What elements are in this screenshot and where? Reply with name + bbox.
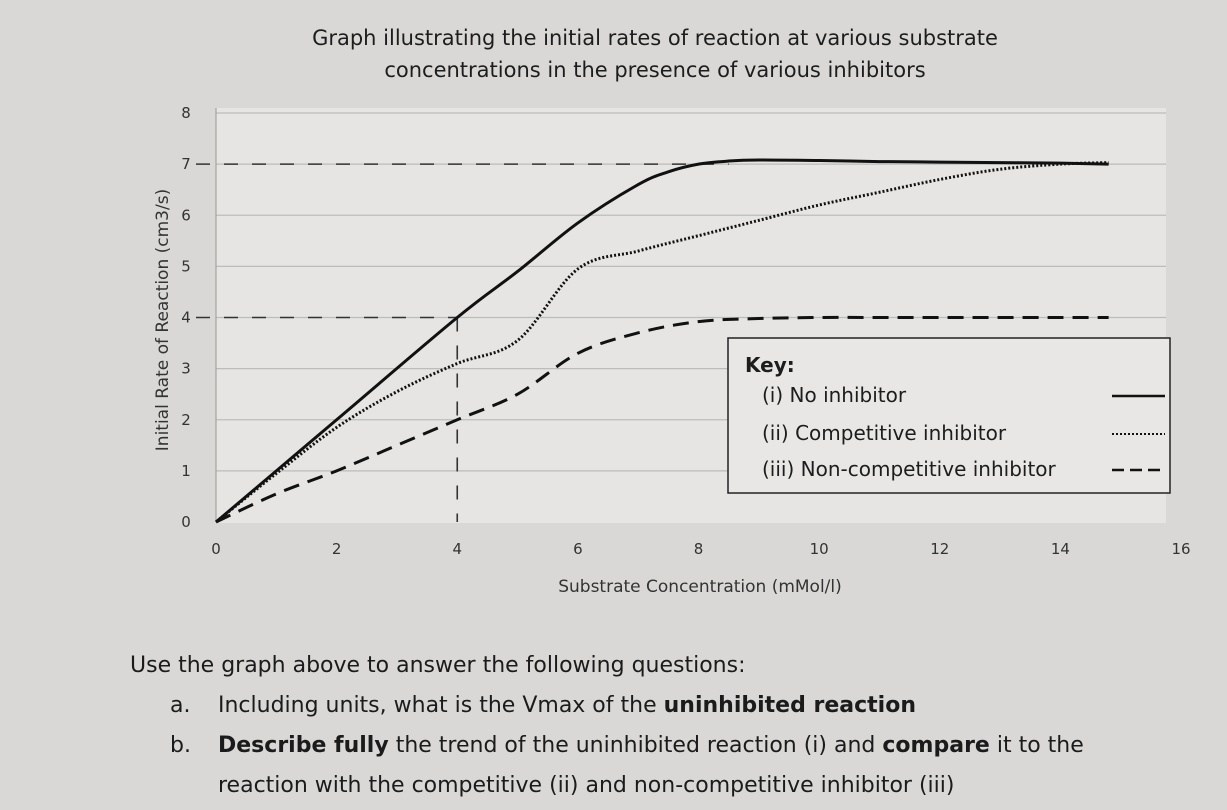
y-tick-label-7: 7: [181, 155, 191, 173]
series-line-1: [215, 158, 1109, 524]
y-tick-label-4: 4: [181, 309, 191, 327]
legend: Key: (i) No inhibitor (ii) Competitive i…: [727, 337, 1171, 494]
question-b-text: Describe fully the trend of the uninhibi…: [218, 726, 1220, 806]
chart-title-line-2: concentrations in the presence of variou…: [384, 58, 925, 82]
y-tick-labels: 0 1 2 3 4 5 6 7 8: [181, 104, 191, 531]
question-a-plain: Including units, what is the Vmax of the: [218, 693, 657, 718]
question-a-text: Including units, what is the Vmax of the…: [218, 686, 1220, 726]
y-tick-label-5: 5: [181, 257, 191, 275]
question-b-plain-2: it to the: [996, 733, 1084, 758]
y-axis-label: Initial Rate of Reaction (cm3/s): [153, 189, 173, 451]
chart-title-line-1: Graph illustrating the initial rates of …: [312, 26, 998, 50]
series-line-3: [215, 315, 1109, 524]
x-tick-label-16: 16: [1171, 540, 1190, 558]
reference-lines: [196, 163, 729, 522]
x-tick-label-6: 6: [573, 540, 583, 558]
series-line-2: [215, 161, 1109, 524]
series-group: [215, 158, 1109, 524]
question-b: b. Describe fully the trend of the uninh…: [170, 726, 1220, 806]
x-tick-label-4: 4: [452, 540, 462, 558]
question-b-plain-1: the trend of the uninhibited reaction (i…: [395, 733, 876, 758]
x-tick-label-10: 10: [810, 540, 829, 558]
question-b-letter: b.: [170, 733, 191, 758]
question-b-plain-3: reaction with the competitive (ii) and n…: [218, 773, 955, 798]
question-b-bold-1: Describe fully: [218, 733, 389, 758]
legend-entry-3: (iii) Non-competitive inhibitor: [762, 457, 1057, 481]
y-tick-label-2: 2: [181, 411, 191, 429]
questions-section: Use the graph above to answer the follow…: [130, 646, 1220, 806]
question-a-bold: uninhibited reaction: [663, 693, 916, 718]
x-axis-label: Substrate Concentration (mMol/l): [558, 577, 842, 597]
y-tick-label-1: 1: [181, 462, 191, 480]
y-tick-label-0: 0: [181, 513, 191, 531]
x-tick-label-0: 0: [211, 540, 221, 558]
y-tick-label-8: 8: [181, 104, 191, 122]
x-tick-label-12: 12: [930, 540, 949, 558]
question-b-bold-2: compare: [882, 733, 990, 758]
legend-box: [727, 337, 1171, 494]
y-tick-label-3: 3: [181, 360, 191, 378]
question-a-letter: a.: [170, 693, 191, 718]
question-a: a. Including units, what is the Vmax of …: [170, 686, 1220, 726]
x-tick-label-2: 2: [332, 540, 342, 558]
y-tick-label-6: 6: [181, 206, 191, 224]
x-tick-labels: 0 2 4 6 8 10 12 14 16: [211, 540, 1190, 558]
legend-entry-2: (ii) Competitive inhibitor: [762, 421, 1007, 445]
legend-entry-1: (i) No inhibitor: [762, 383, 907, 407]
x-tick-label-8: 8: [694, 540, 704, 558]
legend-title: Key:: [745, 353, 795, 377]
questions-intro: Use the graph above to answer the follow…: [130, 653, 746, 678]
x-tick-label-14: 14: [1051, 540, 1070, 558]
